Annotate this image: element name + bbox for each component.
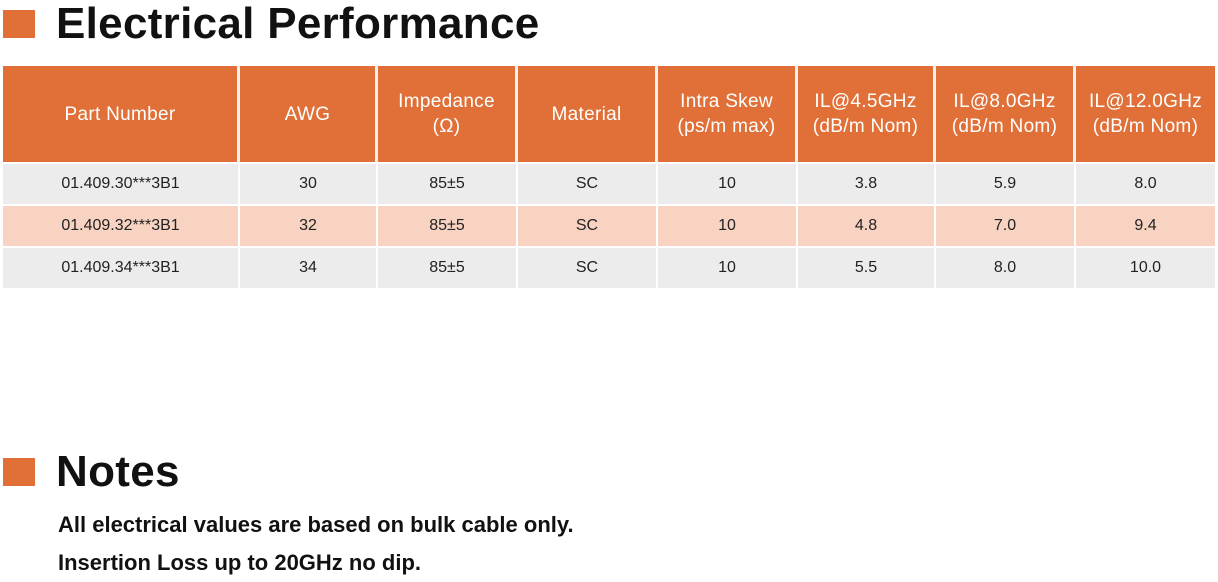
column-header-line1: Intra Skew [680, 91, 773, 112]
orange-square-marker-icon [3, 10, 35, 38]
column-header-il-8-0ghz: IL@8.0GHz (dB/m Nom) [936, 66, 1076, 162]
cell-part-number: 01.409.32***3B1 [3, 204, 240, 246]
cell-awg: 32 [240, 204, 378, 246]
column-header-line2: (dB/m Nom) [951, 116, 1058, 137]
cell-intra-skew: 10 [658, 204, 798, 246]
orange-square-marker-icon [3, 458, 35, 486]
column-header-il-4-5ghz: IL@4.5GHz (dB/m Nom) [798, 66, 936, 162]
cell-il-8-0ghz: 8.0 [936, 246, 1076, 288]
note-line: All electrical values are based on bulk … [58, 512, 574, 537]
table-row: 01.409.34***3B1 34 85±5 SC 10 5.5 8.0 10… [3, 246, 1215, 288]
column-header-impedance: Impedance (Ω) [378, 66, 518, 162]
note-line: Insertion Loss up to 20GHz no dip. [58, 550, 422, 575]
column-header-line1: Part Number [64, 103, 176, 125]
cell-il-12-0ghz: 8.0 [1076, 162, 1215, 204]
column-header-line2: (dB/m Nom) [1092, 116, 1199, 137]
cell-il-8-0ghz: 5.9 [936, 162, 1076, 204]
cell-impedance: 85±5 [378, 246, 518, 288]
notes-list: All electrical values are based on bulk … [58, 506, 574, 582]
notes-title: Notes [56, 447, 180, 496]
column-header-line1: IL@4.5GHz [814, 91, 917, 112]
column-header-intra-skew: Intra Skew (ps/m max) [658, 66, 798, 162]
column-header-line1: IL@12.0GHz [1088, 91, 1203, 112]
column-header-awg: AWG [240, 66, 378, 162]
cell-part-number: 01.409.34***3B1 [3, 246, 240, 288]
cell-il-8-0ghz: 7.0 [936, 204, 1076, 246]
column-header-line2: (Ω) [432, 116, 461, 137]
cell-awg: 30 [240, 162, 378, 204]
cell-awg: 34 [240, 246, 378, 288]
cell-il-4-5ghz: 4.8 [798, 204, 936, 246]
table-row: 01.409.32***3B1 32 85±5 SC 10 4.8 7.0 9.… [3, 204, 1215, 246]
electrical-performance-table: Part Number AWG Impedance (Ω) Material I… [3, 66, 1215, 288]
cell-part-number: 01.409.30***3B1 [3, 162, 240, 204]
cell-impedance: 85±5 [378, 204, 518, 246]
electrical-performance-heading: Electrical Performance [0, 2, 540, 46]
cell-intra-skew: 10 [658, 246, 798, 288]
cell-il-4-5ghz: 3.8 [798, 162, 936, 204]
column-header-line2: (dB/m Nom) [812, 116, 919, 137]
column-header-line1: AWG [284, 103, 331, 125]
cell-intra-skew: 10 [658, 162, 798, 204]
cell-material: SC [518, 246, 658, 288]
column-header-part-number: Part Number [3, 66, 240, 162]
column-header-il-12-0ghz: IL@12.0GHz (dB/m Nom) [1076, 66, 1215, 162]
cell-material: SC [518, 162, 658, 204]
column-header-line1: IL@8.0GHz [953, 91, 1056, 112]
column-header-line1: Material [551, 103, 622, 125]
table-header-row: Part Number AWG Impedance (Ω) Material I… [3, 66, 1215, 162]
cell-il-4-5ghz: 5.5 [798, 246, 936, 288]
cell-il-12-0ghz: 9.4 [1076, 204, 1215, 246]
column-header-line1: Impedance [398, 91, 495, 112]
cell-impedance: 85±5 [378, 162, 518, 204]
column-header-line2: (ps/m max) [677, 116, 776, 137]
cell-material: SC [518, 204, 658, 246]
notes-heading: Notes [0, 450, 180, 494]
table-row: 01.409.30***3B1 30 85±5 SC 10 3.8 5.9 8.… [3, 162, 1215, 204]
electrical-performance-title: Electrical Performance [56, 0, 540, 48]
column-header-material: Material [518, 66, 658, 162]
cell-il-12-0ghz: 10.0 [1076, 246, 1215, 288]
